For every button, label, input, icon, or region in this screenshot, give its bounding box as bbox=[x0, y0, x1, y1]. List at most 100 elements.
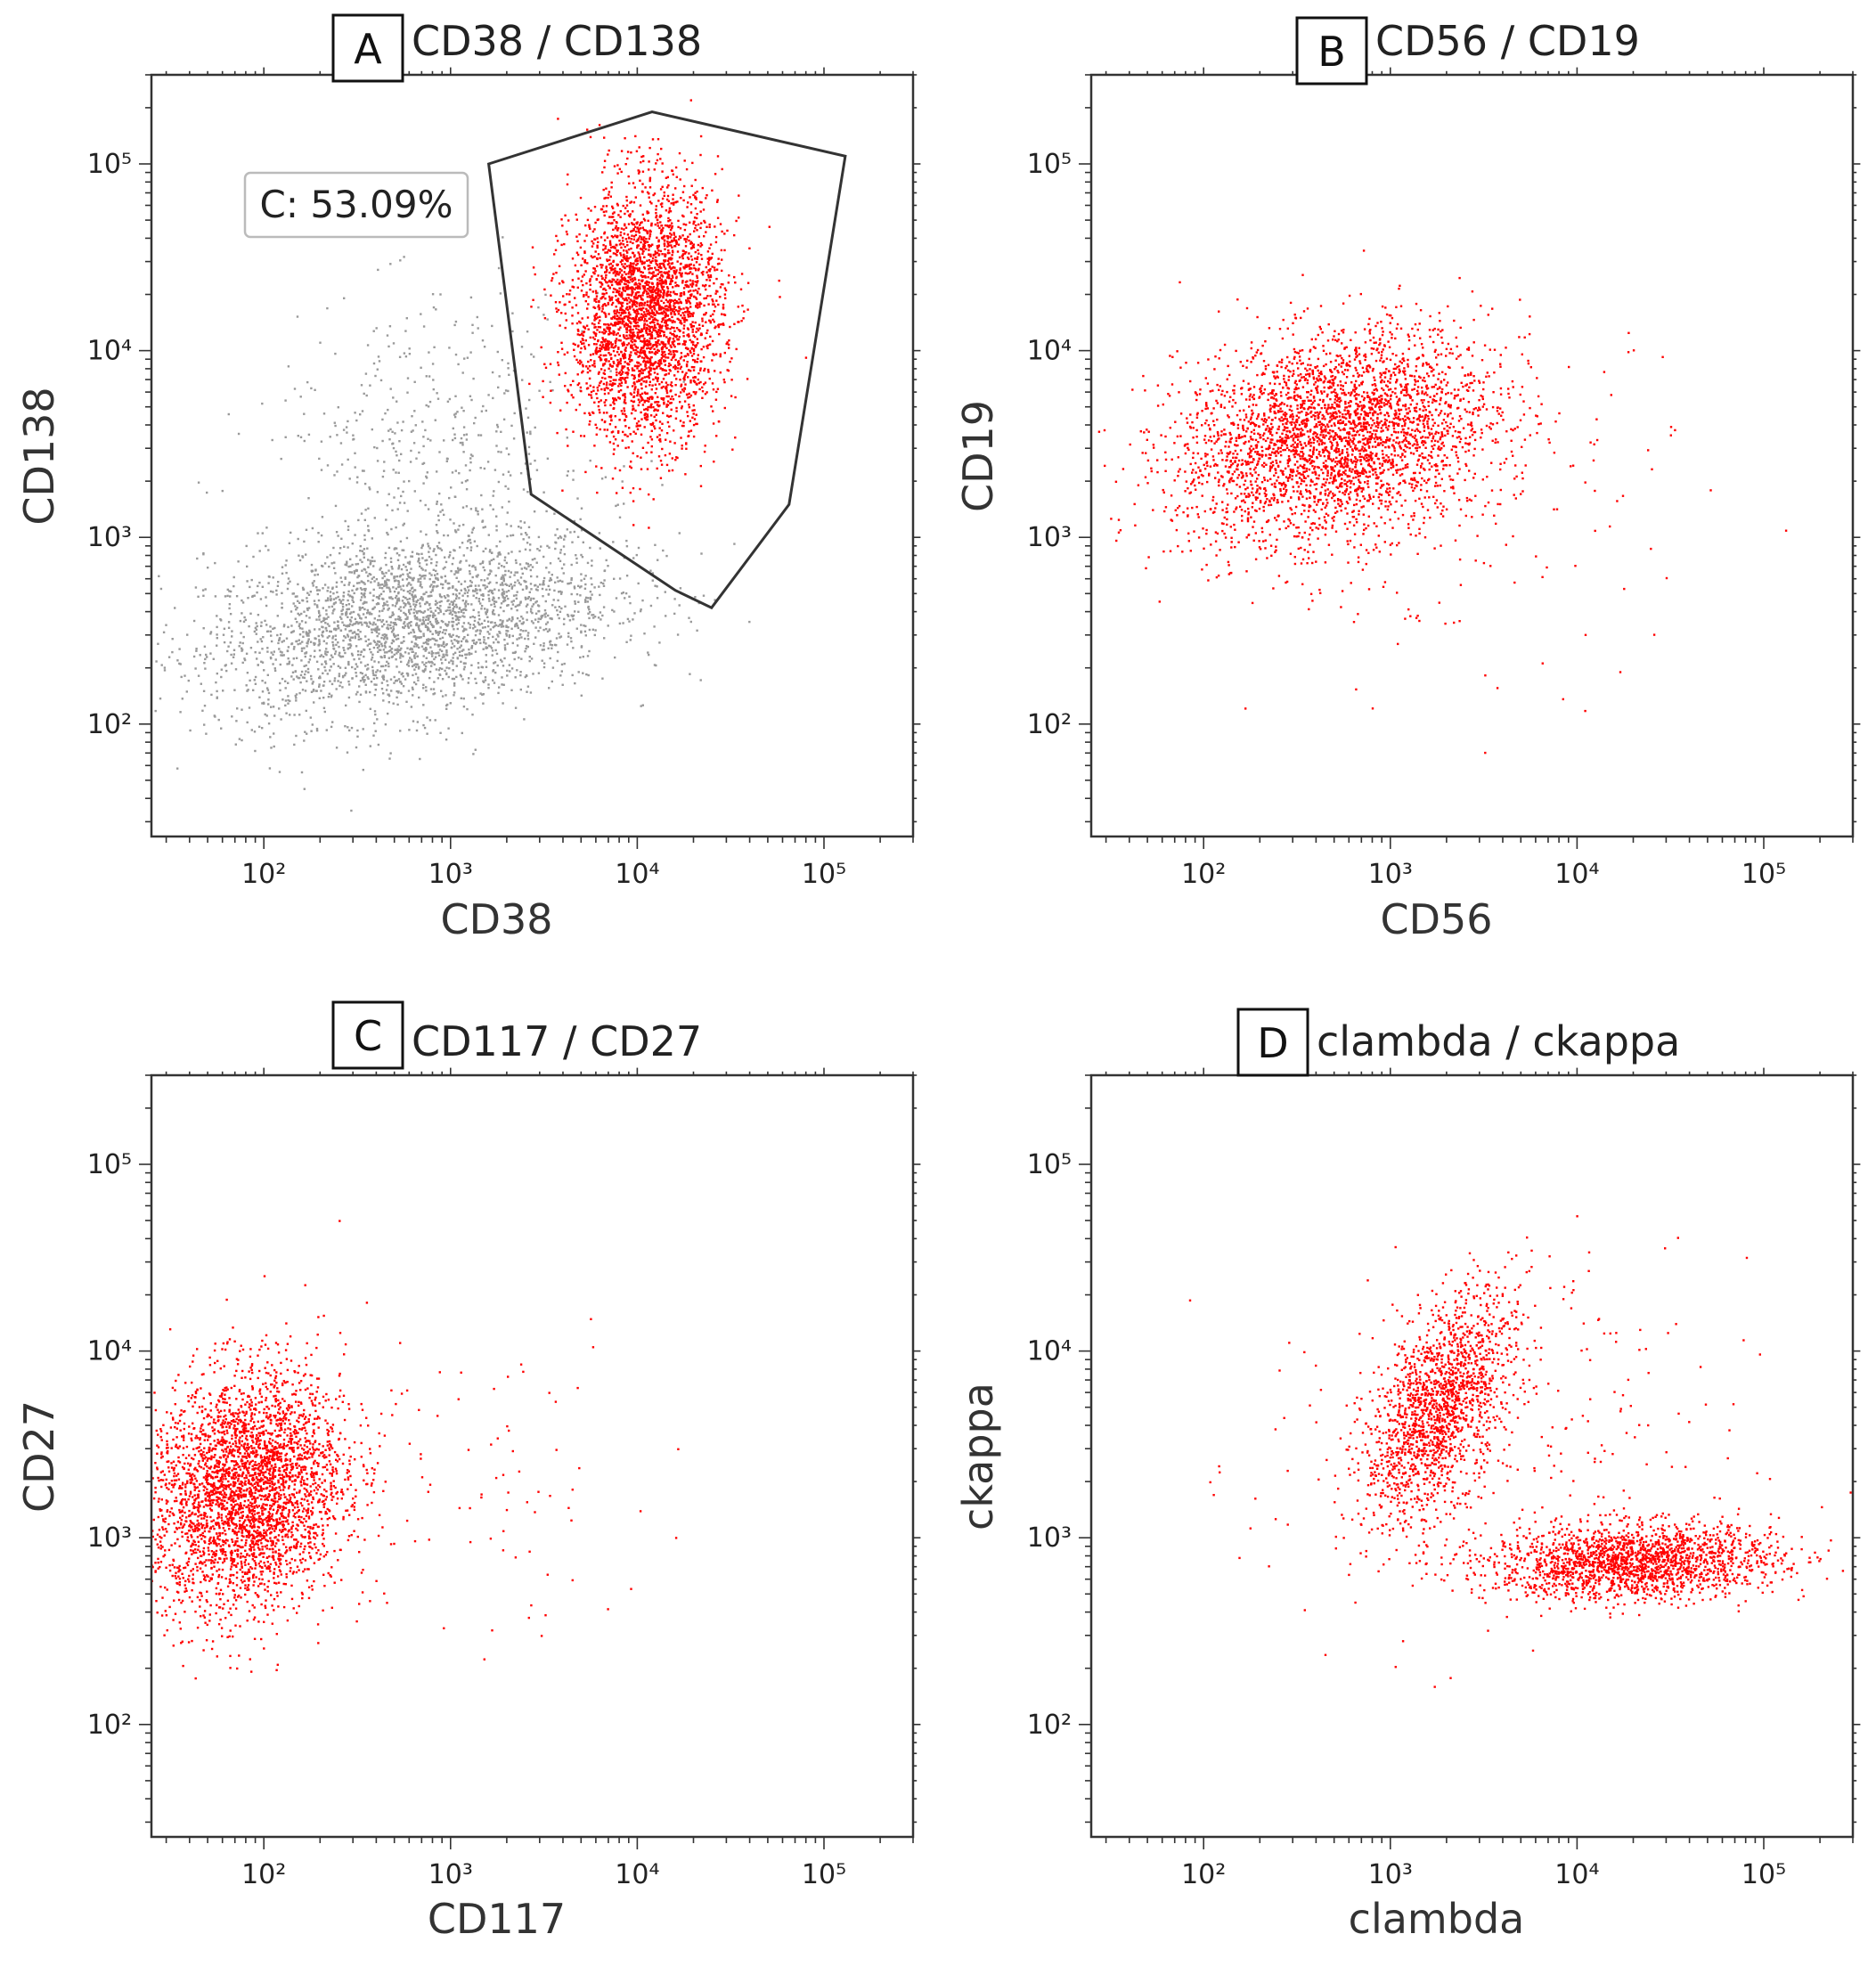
event-point bbox=[257, 614, 260, 616]
event-point bbox=[449, 608, 452, 612]
event-point bbox=[611, 205, 614, 208]
event-point bbox=[513, 651, 517, 654]
event-point bbox=[510, 571, 512, 574]
event-point bbox=[257, 641, 259, 643]
event-point bbox=[638, 146, 640, 149]
event-point bbox=[303, 647, 306, 649]
event-point bbox=[250, 578, 253, 582]
event-point bbox=[347, 662, 350, 665]
event-point bbox=[487, 644, 491, 648]
event-point bbox=[567, 615, 570, 617]
event-point bbox=[451, 586, 454, 589]
event-point bbox=[384, 412, 387, 415]
event-point bbox=[450, 611, 453, 614]
event-point bbox=[346, 431, 348, 434]
event-point bbox=[648, 244, 651, 247]
event-point bbox=[535, 561, 538, 564]
event-point bbox=[485, 547, 487, 551]
event-point bbox=[294, 694, 297, 698]
event-point bbox=[409, 605, 412, 608]
event-point bbox=[457, 640, 460, 643]
event-point bbox=[322, 672, 324, 674]
event-point bbox=[667, 249, 670, 252]
event-point bbox=[584, 583, 587, 586]
event-point bbox=[538, 609, 541, 613]
event-point bbox=[674, 271, 678, 273]
event-point bbox=[424, 428, 427, 432]
event-point bbox=[351, 654, 354, 657]
event-point bbox=[301, 627, 304, 630]
event-point bbox=[324, 662, 328, 665]
event-point bbox=[673, 598, 676, 600]
event-point bbox=[433, 581, 436, 583]
event-point bbox=[527, 445, 531, 449]
event-point bbox=[421, 420, 424, 423]
event-point bbox=[422, 482, 425, 485]
event-point bbox=[680, 262, 682, 265]
event-point bbox=[420, 313, 422, 315]
event-point bbox=[622, 298, 624, 300]
event-point bbox=[245, 544, 248, 548]
event-point bbox=[442, 620, 445, 624]
event-point bbox=[515, 597, 518, 600]
event-point bbox=[373, 694, 377, 697]
event-point bbox=[620, 410, 624, 412]
event-point bbox=[499, 553, 502, 556]
event-point bbox=[380, 656, 383, 659]
event-point bbox=[259, 638, 262, 641]
event-point bbox=[359, 587, 363, 590]
event-point bbox=[420, 577, 422, 580]
event-point bbox=[656, 585, 658, 588]
event-point bbox=[352, 610, 355, 614]
event-point bbox=[363, 596, 366, 599]
event-point bbox=[406, 598, 409, 601]
event-point bbox=[518, 633, 521, 636]
event-point bbox=[395, 638, 398, 641]
event-point bbox=[619, 260, 622, 264]
event-point bbox=[445, 658, 447, 661]
event-point bbox=[372, 621, 375, 624]
event-point bbox=[321, 516, 324, 518]
event-point bbox=[504, 389, 508, 392]
event-point bbox=[670, 353, 673, 355]
event-point bbox=[593, 238, 597, 241]
event-point bbox=[526, 603, 529, 606]
event-point bbox=[347, 458, 349, 461]
event-point bbox=[496, 555, 499, 558]
event-point bbox=[514, 605, 517, 608]
event-point bbox=[329, 630, 331, 632]
event-point bbox=[454, 320, 458, 323]
event-point bbox=[492, 625, 494, 629]
event-point bbox=[293, 646, 296, 649]
event-point bbox=[398, 618, 401, 621]
event-point bbox=[694, 335, 697, 339]
event-point bbox=[378, 597, 380, 600]
event-point bbox=[318, 675, 322, 678]
event-point bbox=[470, 398, 473, 402]
event-point bbox=[567, 390, 570, 393]
event-point bbox=[641, 275, 644, 278]
event-point bbox=[735, 219, 738, 223]
event-point bbox=[371, 599, 374, 602]
event-point bbox=[270, 747, 273, 749]
event-point bbox=[616, 362, 620, 364]
event-point bbox=[390, 566, 393, 568]
event-point bbox=[527, 453, 531, 455]
event-point bbox=[406, 561, 410, 564]
event-point bbox=[352, 438, 355, 441]
event-point bbox=[525, 567, 528, 570]
event-point bbox=[615, 243, 617, 247]
event-point bbox=[354, 452, 356, 454]
event-point bbox=[443, 513, 445, 517]
event-point bbox=[660, 429, 664, 432]
event-point bbox=[440, 649, 444, 653]
event-point bbox=[530, 353, 533, 355]
event-point bbox=[377, 743, 380, 747]
event-point bbox=[318, 611, 321, 615]
event-point bbox=[223, 641, 226, 644]
event-point bbox=[445, 629, 448, 632]
event-point bbox=[507, 597, 510, 600]
event-point bbox=[235, 595, 239, 598]
event-point bbox=[267, 722, 271, 725]
event-point bbox=[320, 469, 323, 471]
